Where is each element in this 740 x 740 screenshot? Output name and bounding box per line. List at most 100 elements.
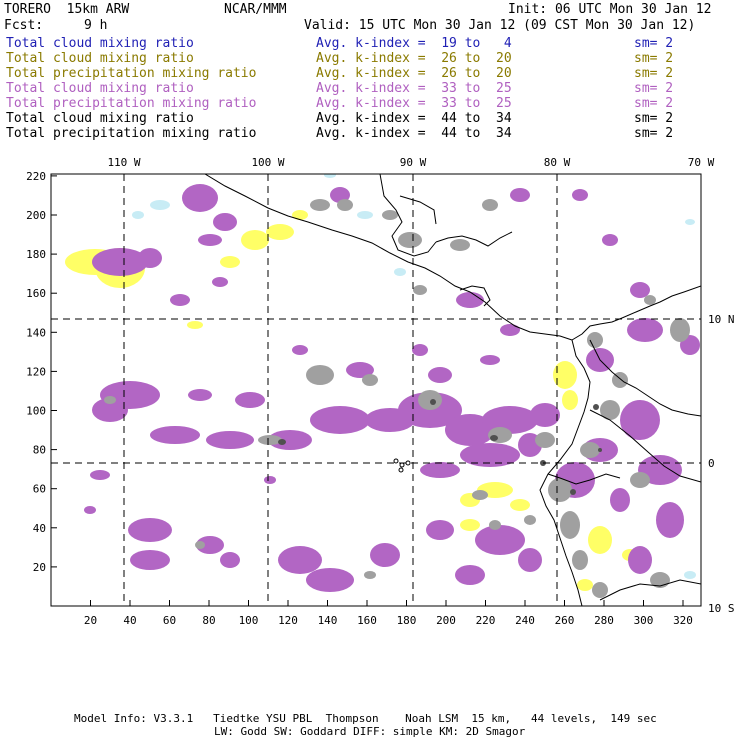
y-tick-label: 100 [26,405,46,418]
x-tick-label: 140 [318,614,338,627]
cloud-purple [130,550,170,570]
cloud-light-cyan [357,211,373,219]
cloud-purple [92,248,148,276]
cloud-gray [600,400,620,420]
x-tick-label: 40 [123,614,136,627]
longitude-label: 90 W [400,156,427,169]
cloud-yellow [241,230,269,250]
legend-kindex: Avg. k-index = 44 to 34 [316,111,512,126]
x-tick-label: 20 [84,614,97,627]
forecast-label: Fcst: [4,18,44,33]
coastline [204,174,573,341]
cloud-gray [524,515,536,525]
cloud-purple [475,525,525,555]
x-tick-label: 120 [278,614,298,627]
longitude-label: 80 W [544,156,571,169]
plot-frame [50,173,702,607]
coastline [399,195,437,225]
cloud-purple [235,392,265,408]
cloud-purple [268,430,312,450]
x-tick-label: 160 [357,614,377,627]
coastline [599,579,701,601]
cloud-purple [196,536,224,554]
forecast-hours: 9 h [84,18,108,33]
cloud-gray [644,295,656,305]
cloud-purple [656,502,684,538]
legend-field-name: Total precipitation mixing ratio [6,96,257,111]
cloud-light-cyan [150,200,170,210]
cloud-light-cyan [132,211,144,219]
cloud-gray [413,285,427,295]
cloud-purple [212,277,228,287]
x-tick-label: 260 [555,614,575,627]
cloud-yellow [460,519,480,531]
legend: Total cloud mixing ratio Avg. k-index = 1… [0,36,740,146]
cloud-yellow [187,321,203,329]
cloud-gray [310,199,330,211]
model-info-line1: Model Info: V3.3.1 Tiedtke YSU PBL Thomp… [74,712,657,725]
legend-smoothing: sm= 2 [634,36,674,51]
legend-field-name: Total cloud mixing ratio [6,81,194,96]
cloud-light-cyan [684,571,696,579]
cloud-purple [455,565,485,585]
legend-smoothing: sm= 2 [634,81,674,96]
y-tick-label: 140 [26,326,46,339]
legend-smoothing: sm= 2 [634,51,674,66]
coastline [459,285,491,307]
cloud-purple [510,188,530,202]
x-tick-label: 180 [397,614,417,627]
cloud-purple [306,568,354,592]
cloud-yellow [588,526,612,554]
legend-kindex: Avg. k-index = 19 to 4 [316,36,512,51]
cloud-purple [84,506,96,514]
cloud-purple [620,400,660,440]
y-tick-label: 120 [26,365,46,378]
cloud-gray [612,372,628,388]
cloud-gray [472,490,488,500]
cloud-yellow [562,390,578,410]
cloud-gray [337,199,353,211]
cloud-light-cyan [394,268,406,276]
x-tick-label: 220 [476,614,496,627]
cloud-purple [370,543,400,567]
cloud-gray [104,396,116,404]
coastline [589,409,701,483]
coastline [539,339,591,606]
cloud-dark-core [593,404,599,410]
model-name: TORERO 15km ARW [4,2,130,17]
cloud-gray [362,374,378,386]
cloud-purple [292,345,308,355]
legend-smoothing: sm= 2 [634,66,674,81]
x-tick-label: 200 [436,614,456,627]
cloud-gray [258,435,282,445]
legend-kindex: Avg. k-index = 44 to 34 [316,126,512,141]
coastline [379,174,437,257]
legend-field-name: Total cloud mixing ratio [6,111,194,126]
cloud-purple [572,189,588,201]
legend-smoothing: sm= 2 [634,96,674,111]
legend-kindex: Avg. k-index = 33 to 25 [316,96,512,111]
axis-ticks: 20 40 60 80 100 120 140 160 180 200 220 240 260 280 30… [26,156,734,627]
y-tick-label: 20 [33,561,46,574]
coastline [589,339,701,417]
cloud-gray [670,318,690,342]
x-tick-label: 60 [163,614,176,627]
cloud-purple [602,234,618,246]
cloud-purple [518,548,542,572]
y-tick-label: 40 [33,522,46,535]
galapagos-island [393,458,399,464]
coastline [571,285,701,341]
cloud-gray [488,427,512,443]
cloud-gray [306,365,334,385]
lat-lon-grid [51,174,701,606]
cloud-purple [310,406,370,434]
y-tick-label: 200 [26,209,46,222]
cloud-purple [220,552,240,568]
cloud-purple [264,476,276,484]
cloud-dark-core [570,489,576,495]
legend-smoothing: sm= 2 [634,111,674,126]
y-tick-label: 180 [26,248,46,261]
galapagos-island [405,460,411,466]
longitude-label: 110 W [107,156,140,169]
